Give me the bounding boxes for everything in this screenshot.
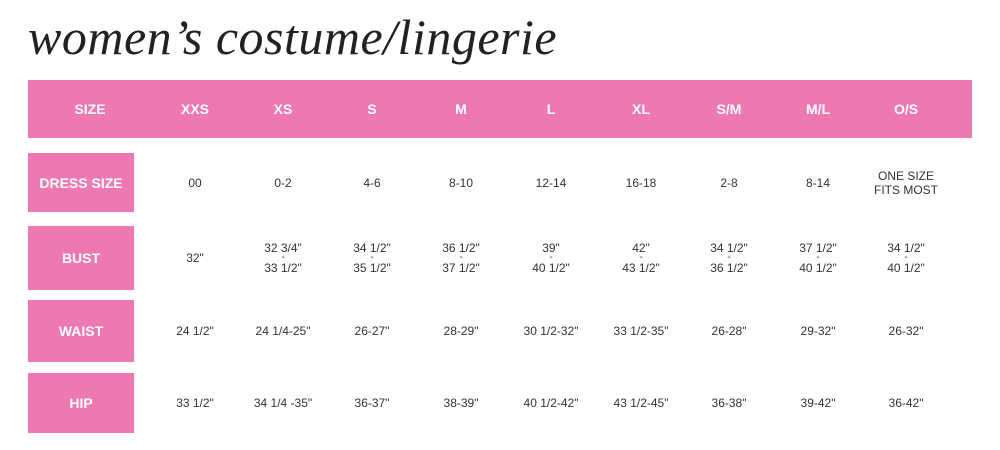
row-label: WAIST — [28, 300, 134, 362]
header-cell: XL — [632, 101, 650, 117]
table-cell: 16-18 — [625, 175, 657, 190]
table-cell: 32" — [186, 251, 204, 265]
table-cell: 34 1/2" -40 1/2" — [887, 241, 925, 275]
table-cell: 40 1/2-42" — [523, 396, 579, 410]
table-cell: 2-8 — [720, 175, 738, 190]
size-header-row: SIZE XXS XS S M L XL S/M M/L O/S — [28, 80, 972, 138]
row-label: HIP — [28, 373, 134, 433]
header-cell: XS — [273, 101, 293, 117]
table-cell: 39-42" — [800, 396, 836, 410]
table-cell: 37 1/2" -40 1/2" — [799, 241, 837, 275]
table-cell: 24 1/4-25" — [255, 324, 311, 338]
table-cell: 34 1/2" -35 1/2" — [353, 241, 391, 275]
header-cell: SIZE — [74, 101, 106, 117]
table-cell: 8-10 — [448, 175, 474, 190]
table-cell: 26-32" — [888, 324, 924, 338]
header-cell: M — [455, 101, 467, 117]
page-title: women’s costume/lingerie — [28, 9, 558, 65]
table-cell: 39" -40 1/2" — [532, 241, 570, 275]
table-cell: 00 — [188, 175, 202, 190]
table-cell: 34 1/2" -36 1/2" — [710, 241, 748, 275]
table-cell: 0-2 — [274, 175, 292, 190]
table-cell: 36 1/2" -37 1/2" — [442, 241, 480, 275]
table-cell: 38-39" — [443, 396, 479, 410]
table-cell: 30 1/2-32" — [523, 324, 579, 338]
header-cell: M/L — [805, 101, 831, 117]
header-cell: O/S — [893, 101, 919, 117]
header-cell: S/M — [716, 101, 742, 117]
table-cell: 36-42" — [888, 396, 924, 410]
table-cell: 42" -43 1/2" — [622, 241, 660, 275]
table-cell: 26-28" — [711, 324, 747, 338]
table-cell: 34 1/4 -35" — [253, 396, 313, 410]
table-cell: 32 3/4" -33 1/2" — [264, 241, 302, 275]
table-cell: 33 1/2" — [176, 396, 214, 410]
table-cell: 36-38" — [711, 396, 747, 410]
header-cell: XXS — [180, 101, 210, 117]
row-label: DRESS SIZE — [28, 153, 134, 212]
table-cell: 24 1/2" — [176, 324, 214, 338]
table-cell: 28-29" — [443, 324, 479, 338]
row-label: BUST — [28, 226, 134, 290]
table-cell: 43 1/2-45" — [613, 396, 669, 410]
header-cell: L — [546, 101, 556, 117]
table-cell: 4-6 — [363, 175, 381, 190]
table-cell: 8-14 — [805, 175, 831, 190]
table-cell: 29-32" — [800, 324, 836, 338]
table-cell: ONE SIZE FITS MOST — [874, 168, 938, 197]
header-cell: S — [367, 101, 377, 117]
table-cell: 36-37" — [354, 396, 390, 410]
table-cell: 33 1/2-35" — [613, 324, 669, 338]
table-cell: 12-14 — [535, 175, 567, 190]
table-cell: 26-27" — [354, 324, 390, 338]
